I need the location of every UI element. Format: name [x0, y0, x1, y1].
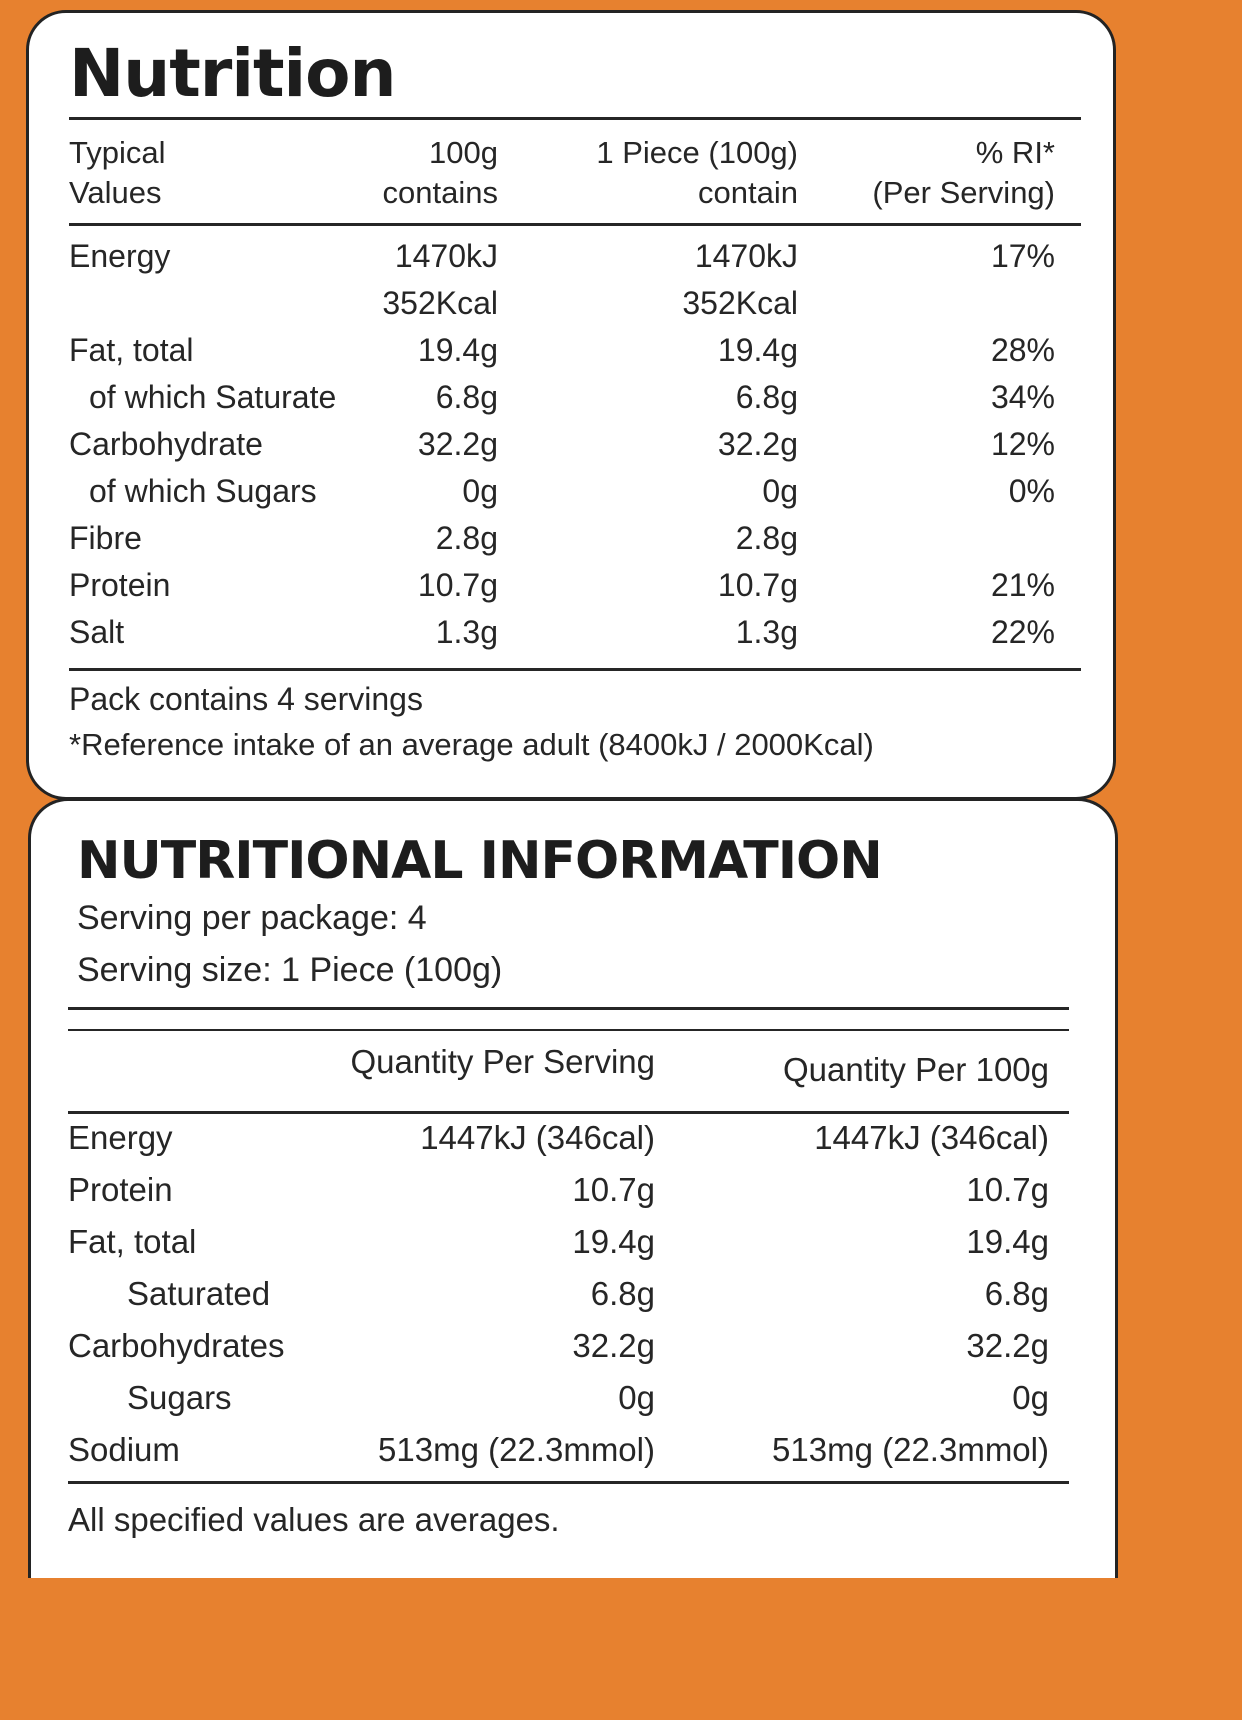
table-row: Sodium 513mg (22.3mmol) 513mg (22.3mmol)	[31, 1431, 1115, 1481]
row-value-piece: 6.8g	[735, 379, 798, 415]
table-row: Saturated 6.8g 6.8g	[31, 1275, 1115, 1325]
divider	[69, 668, 1081, 671]
row-value-piece: 19.4g	[717, 332, 798, 368]
table-row: Energy 1470kJ 1470kJ 17%	[29, 238, 1113, 284]
row-value-serving: 1447kJ (346cal)	[420, 1119, 655, 1156]
row-value-100g: 19.4g	[417, 332, 498, 368]
row-value-ri: 21%	[990, 567, 1055, 603]
table-row: Fat, total 19.4g 19.4g	[31, 1223, 1115, 1273]
row-label: Fat, total	[68, 1223, 197, 1260]
row-value-100g: 6.8g	[984, 1275, 1049, 1312]
row-value-serving: 6.8g	[590, 1275, 655, 1312]
table-row: 352Kcal 352Kcal	[29, 285, 1113, 331]
table-row: Fibre 2.8g 2.8g	[29, 520, 1113, 566]
row-label: Fibre	[69, 520, 142, 556]
row-value-ri: 28%	[990, 332, 1055, 368]
row-value-serving: 32.2g	[572, 1327, 655, 1364]
nutritional-information-panel: NUTRITIONAL INFORMATION Serving per pack…	[28, 798, 1118, 1578]
row-value-100g: 0g	[462, 473, 498, 509]
row-label: of which Saturate	[89, 379, 337, 415]
table-row: Salt 1.3g 1.3g 22%	[29, 614, 1113, 660]
divider	[69, 223, 1081, 226]
row-value-100g: 19.4g	[966, 1223, 1049, 1260]
row-value-100g: 10.7g	[417, 567, 498, 603]
divider	[68, 1481, 1069, 1484]
row-value-ri: 12%	[990, 426, 1055, 462]
row-value-serving: 513mg (22.3mmol)	[378, 1431, 655, 1468]
table-row: of which Saturate 6.8g 6.8g 34%	[29, 379, 1113, 425]
row-value-piece: 0g	[762, 473, 798, 509]
row-value-100g: 352Kcal	[382, 285, 498, 321]
averages-note: All specified values are averages.	[68, 1501, 560, 1538]
table-row: of which Sugars 0g 0g 0%	[29, 473, 1113, 519]
table-row: Carbohydrates 32.2g 32.2g	[31, 1327, 1115, 1377]
row-label: Carbohydrates	[68, 1327, 285, 1364]
header-100g: 100g contains	[382, 135, 498, 210]
row-value-piece: 352Kcal	[682, 285, 798, 321]
row-label: Protein	[68, 1171, 173, 1208]
table-row: Sugars 0g 0g	[31, 1379, 1115, 1429]
row-value-serving: 10.7g	[572, 1171, 655, 1208]
header-ri: % RI* (Per Serving)	[872, 135, 1055, 210]
row-value-piece: 1.3g	[735, 614, 798, 650]
row-label: Sugars	[127, 1379, 232, 1416]
nutrition-title: Nutrition	[69, 35, 396, 112]
row-value-piece: 2.8g	[735, 520, 798, 556]
row-value-100g: 0g	[1012, 1379, 1049, 1416]
divider	[68, 1029, 1069, 1031]
row-value-100g: 1447kJ (346cal)	[814, 1119, 1049, 1156]
row-value-ri: 17%	[990, 238, 1055, 274]
row-label: Energy	[68, 1119, 173, 1156]
nutritional-information-title: NUTRITIONAL INFORMATION	[77, 831, 883, 891]
row-label: Saturated	[127, 1275, 271, 1312]
row-label: Salt	[69, 614, 125, 650]
servings-note: Pack contains 4 servings	[69, 681, 423, 717]
divider	[68, 1111, 1069, 1114]
row-value-100g: 1470kJ	[394, 238, 498, 274]
row-value-ri: 34%	[990, 379, 1055, 415]
divider	[68, 1007, 1069, 1010]
row-value-100g: 513mg (22.3mmol)	[772, 1431, 1049, 1468]
row-value-piece: 10.7g	[717, 567, 798, 603]
row-value-100g: 1.3g	[435, 614, 498, 650]
divider	[69, 117, 1081, 120]
row-value-100g: 2.8g	[435, 520, 498, 556]
row-value-100g: 32.2g	[966, 1327, 1049, 1364]
table-row: Energy 1447kJ (346cal) 1447kJ (346cal)	[31, 1119, 1115, 1169]
nutrition-panel: Nutrition Typical Values 100g contains 1…	[26, 10, 1116, 800]
header-quantity-per-serving: Quantity Per Serving	[350, 1043, 655, 1080]
reference-intake-note: *Reference intake of an average adult (8…	[69, 727, 874, 762]
row-label: Energy	[69, 238, 171, 274]
header-piece: 1 Piece (100g) contain	[596, 135, 798, 210]
header-typical: Typical Values	[69, 135, 166, 210]
table-row: Protein 10.7g 10.7g 21%	[29, 567, 1113, 613]
row-label: Carbohydrate	[69, 426, 263, 462]
serving-per-package: Serving per package: 4	[77, 899, 427, 937]
row-label: Fat, total	[69, 332, 194, 368]
row-label: Sodium	[68, 1431, 180, 1468]
row-value-piece: 32.2g	[717, 426, 798, 462]
table-row: Protein 10.7g 10.7g	[31, 1171, 1115, 1221]
serving-size: Serving size: 1 Piece (100g)	[77, 951, 503, 989]
row-value-100g: 32.2g	[417, 426, 498, 462]
row-label: of which Sugars	[89, 473, 317, 509]
row-value-100g: 10.7g	[966, 1171, 1049, 1208]
table-row: Fat, total 19.4g 19.4g 28%	[29, 332, 1113, 378]
row-value-serving: 19.4g	[572, 1223, 655, 1260]
row-value-100g: 6.8g	[435, 379, 498, 415]
header-quantity-per-100g: Quantity Per 100g	[783, 1051, 1049, 1088]
row-value-serving: 0g	[618, 1379, 655, 1416]
row-value-ri: 22%	[990, 614, 1055, 650]
row-label: Protein	[69, 567, 171, 603]
row-value-ri: 0%	[1008, 473, 1055, 509]
row-value-piece: 1470kJ	[694, 238, 798, 274]
table-row: Carbohydrate 32.2g 32.2g 12%	[29, 426, 1113, 472]
